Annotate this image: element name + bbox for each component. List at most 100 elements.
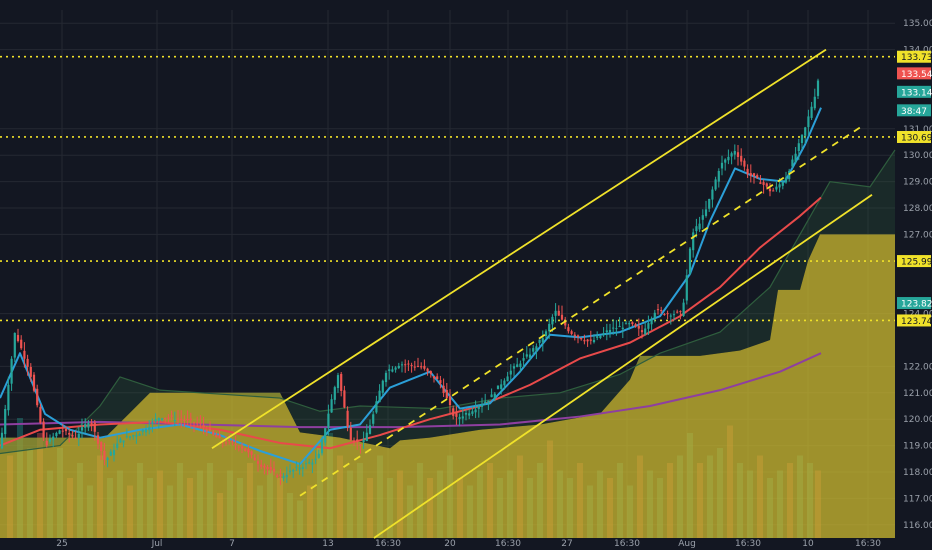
candle-body <box>564 320 567 326</box>
candle-body <box>493 393 496 399</box>
candle-body <box>522 358 525 361</box>
candle-body <box>464 413 468 415</box>
candle-body <box>503 380 506 386</box>
candle-body <box>362 439 365 442</box>
candle-body <box>288 470 292 473</box>
candle-body <box>237 446 240 448</box>
candle-body <box>183 419 186 421</box>
candle-body <box>26 358 29 367</box>
candle-body <box>560 314 564 320</box>
candle-body <box>615 328 618 330</box>
y-tick-label: 117.00 <box>903 494 932 504</box>
candle-body <box>548 323 551 332</box>
candle-body <box>660 310 663 312</box>
candle-body <box>29 366 32 377</box>
candle-body <box>212 431 215 435</box>
countdown-tag: 38:47 <box>901 107 927 117</box>
candle-body <box>775 186 778 190</box>
candle-body <box>381 380 384 393</box>
candle-body <box>52 436 55 440</box>
candle-body <box>592 339 596 343</box>
candle-body <box>653 312 656 319</box>
candle-body <box>471 411 474 414</box>
candle-body <box>708 198 711 209</box>
y-tick-label: 121.00 <box>903 389 932 399</box>
candle-body <box>186 418 189 421</box>
candle-body <box>516 364 519 368</box>
candle-body <box>429 371 432 374</box>
y-tick-label: 122.00 <box>903 362 932 372</box>
candle-body <box>4 408 7 435</box>
candle-body <box>160 418 164 420</box>
candle-body <box>404 364 407 366</box>
candle-body <box>224 442 228 444</box>
candle-body <box>10 358 13 384</box>
y-tick-label: 131.00 <box>903 125 932 135</box>
candle-body <box>298 467 301 470</box>
candle-body <box>119 438 122 443</box>
candle-body <box>295 466 298 468</box>
candle-body <box>423 365 426 369</box>
candle-body <box>20 339 23 349</box>
candle-body <box>311 462 314 465</box>
candle-body <box>576 335 580 337</box>
candle-body <box>442 385 445 394</box>
candle-body <box>93 422 96 432</box>
candle-body <box>506 376 509 382</box>
candle-body <box>144 429 148 433</box>
candle-body <box>551 316 554 325</box>
y-tick-label: 129.00 <box>903 178 932 188</box>
candle-body <box>58 430 61 434</box>
candle-body <box>455 412 458 417</box>
candle-body <box>244 448 247 452</box>
candle-body <box>538 339 541 343</box>
level-price-tag-bg <box>897 130 931 143</box>
candle-body <box>388 369 391 371</box>
y-tick-label: 118.00 <box>903 468 932 478</box>
candle-body <box>400 364 404 366</box>
candle-body <box>436 376 439 380</box>
candle-body <box>791 159 794 167</box>
candle-body <box>116 443 119 448</box>
candle-body <box>103 450 106 460</box>
candle-body <box>800 135 804 143</box>
candle-body <box>695 226 698 232</box>
candle-body <box>432 376 436 379</box>
candle-body <box>164 417 167 419</box>
candle-body <box>509 370 512 375</box>
x-tick-label: Jul <box>151 539 163 549</box>
x-tick-label: 16:30 <box>735 539 761 549</box>
candle-body <box>682 302 685 316</box>
candle-body <box>717 170 720 182</box>
candle-body <box>228 439 231 442</box>
y-tick-label: 135.00 <box>903 19 932 29</box>
candle-body <box>64 428 68 432</box>
candle-body <box>656 309 660 311</box>
candle-body <box>157 418 160 421</box>
candle-body <box>39 406 42 423</box>
candle-body <box>644 328 647 335</box>
candle-body <box>704 209 708 216</box>
x-tick-label: 10 <box>802 539 814 549</box>
y-tick-label: 134.00 <box>903 46 932 56</box>
candle-body <box>71 434 74 437</box>
candle-body <box>301 466 304 469</box>
candle-body <box>730 153 733 157</box>
ema-fast-line <box>0 107 822 466</box>
candle-body <box>688 248 692 274</box>
candle-body <box>384 372 388 383</box>
candle-body <box>580 338 583 340</box>
candle-body <box>218 435 221 439</box>
candle-body <box>138 433 141 436</box>
y-tick-label: 119.00 <box>903 442 932 452</box>
candle-body <box>132 435 135 437</box>
candle-body <box>711 189 714 200</box>
candle-body <box>173 420 176 422</box>
candle-body <box>586 339 589 342</box>
price-tag-red: 133.54 <box>901 70 932 80</box>
candle-body <box>135 434 138 437</box>
candle-body <box>359 444 362 446</box>
level-price-tag: 123.74 <box>901 317 932 327</box>
candle-body <box>416 365 420 367</box>
